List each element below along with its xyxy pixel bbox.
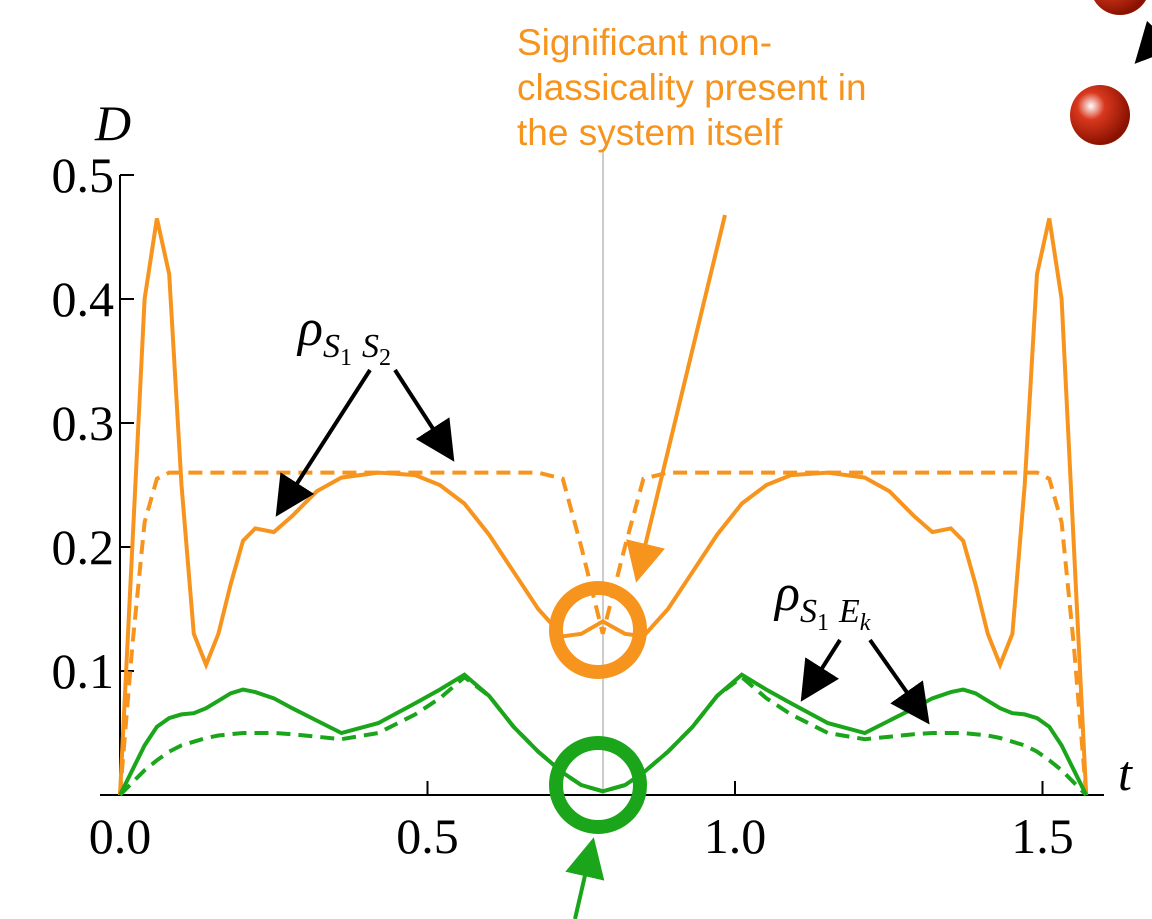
annotation-part: S [323,328,340,365]
y-axis-label: D [94,95,131,151]
x-axis-label: t [1118,745,1133,801]
annotation: Significant non- [517,22,772,63]
annotation-part: k [860,610,871,636]
highlight-ring [549,736,647,834]
y-tick-label: 0.4 [52,271,115,327]
annotation-part: 1 [340,345,352,371]
arrow [626,214,727,583]
x-tick-label: 0.0 [89,808,152,864]
data-line [118,672,1088,796]
y-tick-label: 0.5 [52,147,115,203]
annotation-part: ρ [773,565,800,622]
arrow [393,368,455,462]
y-tick-label: 0.3 [52,395,115,451]
annotation: the system itself [517,112,783,153]
annotation-part: ρ [296,300,323,357]
particle [1094,0,1146,15]
arrow [1134,20,1152,64]
plot: 0.0 0.5 1.0 1.50.10.20.30.40.5Dt [52,95,1134,864]
x-tick-label: 1.5 [1011,808,1074,864]
arrow [565,837,605,919]
annotation-part: S [800,593,817,630]
x-tick-label: 0.5 [396,808,459,864]
x-tick-label: 1.0 [704,808,767,864]
annotation-part: E [838,593,860,630]
arrow [868,638,930,725]
arrow [275,368,372,517]
annotation-part: 2 [379,345,391,371]
particle [1070,85,1130,145]
annotation: classicality present in [517,67,867,108]
highlight-ring [549,581,647,679]
annotation: ρS1 Ek [773,565,871,636]
annotation-part: 1 [817,610,829,636]
data-line [118,217,1089,796]
arrow [800,638,842,702]
annotation: ρS1 S2 [296,300,391,371]
y-tick-label: 0.1 [52,643,115,699]
data-line [118,470,1089,796]
y-tick-label: 0.2 [52,519,115,575]
annotation-part: S [362,328,379,365]
data-line [118,674,1088,797]
